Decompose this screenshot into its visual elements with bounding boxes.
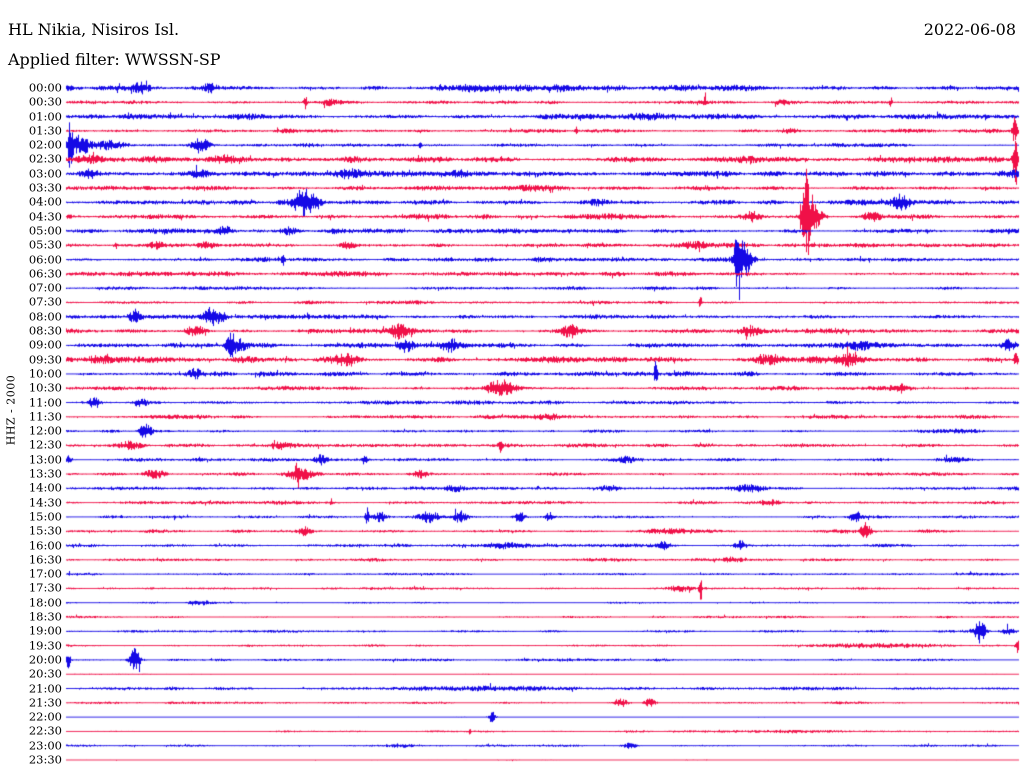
time-label: 18:00 <box>28 594 62 609</box>
time-label: 11:00 <box>28 394 62 409</box>
time-label: 06:00 <box>28 251 62 266</box>
time-label: 18:30 <box>28 609 62 624</box>
time-label: 23:00 <box>28 737 62 752</box>
time-label: 16:00 <box>28 537 62 552</box>
time-label: 20:00 <box>28 652 62 667</box>
time-label: 08:30 <box>28 323 62 338</box>
time-label: 16:30 <box>28 552 62 567</box>
time-label: 12:30 <box>28 437 62 452</box>
time-label: 08:00 <box>28 309 62 324</box>
time-label: 15:30 <box>28 523 62 538</box>
time-label: 17:00 <box>28 566 62 581</box>
time-label: 10:30 <box>28 380 62 395</box>
time-label: 14:30 <box>28 494 62 509</box>
time-label: 09:00 <box>28 337 62 352</box>
time-label: 07:30 <box>28 294 62 309</box>
time-labels-column: 00:00 00:30 01:00 01:30 02:00 02:30 03:00 03:30… <box>0 0 62 780</box>
time-label: 03:30 <box>28 180 62 195</box>
time-label: 19:00 <box>28 623 62 638</box>
time-label: 03:00 <box>28 166 62 181</box>
time-label: 22:00 <box>28 709 62 724</box>
time-label: 04:30 <box>28 208 62 223</box>
time-label: 07:00 <box>28 280 62 295</box>
time-label: 13:30 <box>28 466 62 481</box>
time-label: 20:30 <box>28 666 62 681</box>
time-label: 05:30 <box>28 237 62 252</box>
time-label: 02:30 <box>28 151 62 166</box>
time-label: 01:30 <box>28 123 62 138</box>
time-label: 21:00 <box>28 680 62 695</box>
time-label: 04:00 <box>28 194 62 209</box>
time-label: 09:30 <box>28 351 62 366</box>
time-label: 21:30 <box>28 695 62 710</box>
time-label: 12:00 <box>28 423 62 438</box>
time-label: 00:30 <box>28 94 62 109</box>
time-label: 17:30 <box>28 580 62 595</box>
time-label: 01:00 <box>28 108 62 123</box>
time-label: 13:00 <box>28 451 62 466</box>
time-label: 22:30 <box>28 723 62 738</box>
time-label: 00:00 <box>28 80 62 95</box>
time-label: 10:00 <box>28 366 62 381</box>
time-label: 14:00 <box>28 480 62 495</box>
time-label: 11:30 <box>28 409 62 424</box>
time-label: 15:00 <box>28 509 62 524</box>
time-label: 02:00 <box>28 137 62 152</box>
time-label: 05:00 <box>28 223 62 238</box>
time-label: 19:30 <box>28 637 62 652</box>
time-label: 06:30 <box>28 266 62 281</box>
time-label: 23:30 <box>28 752 62 767</box>
